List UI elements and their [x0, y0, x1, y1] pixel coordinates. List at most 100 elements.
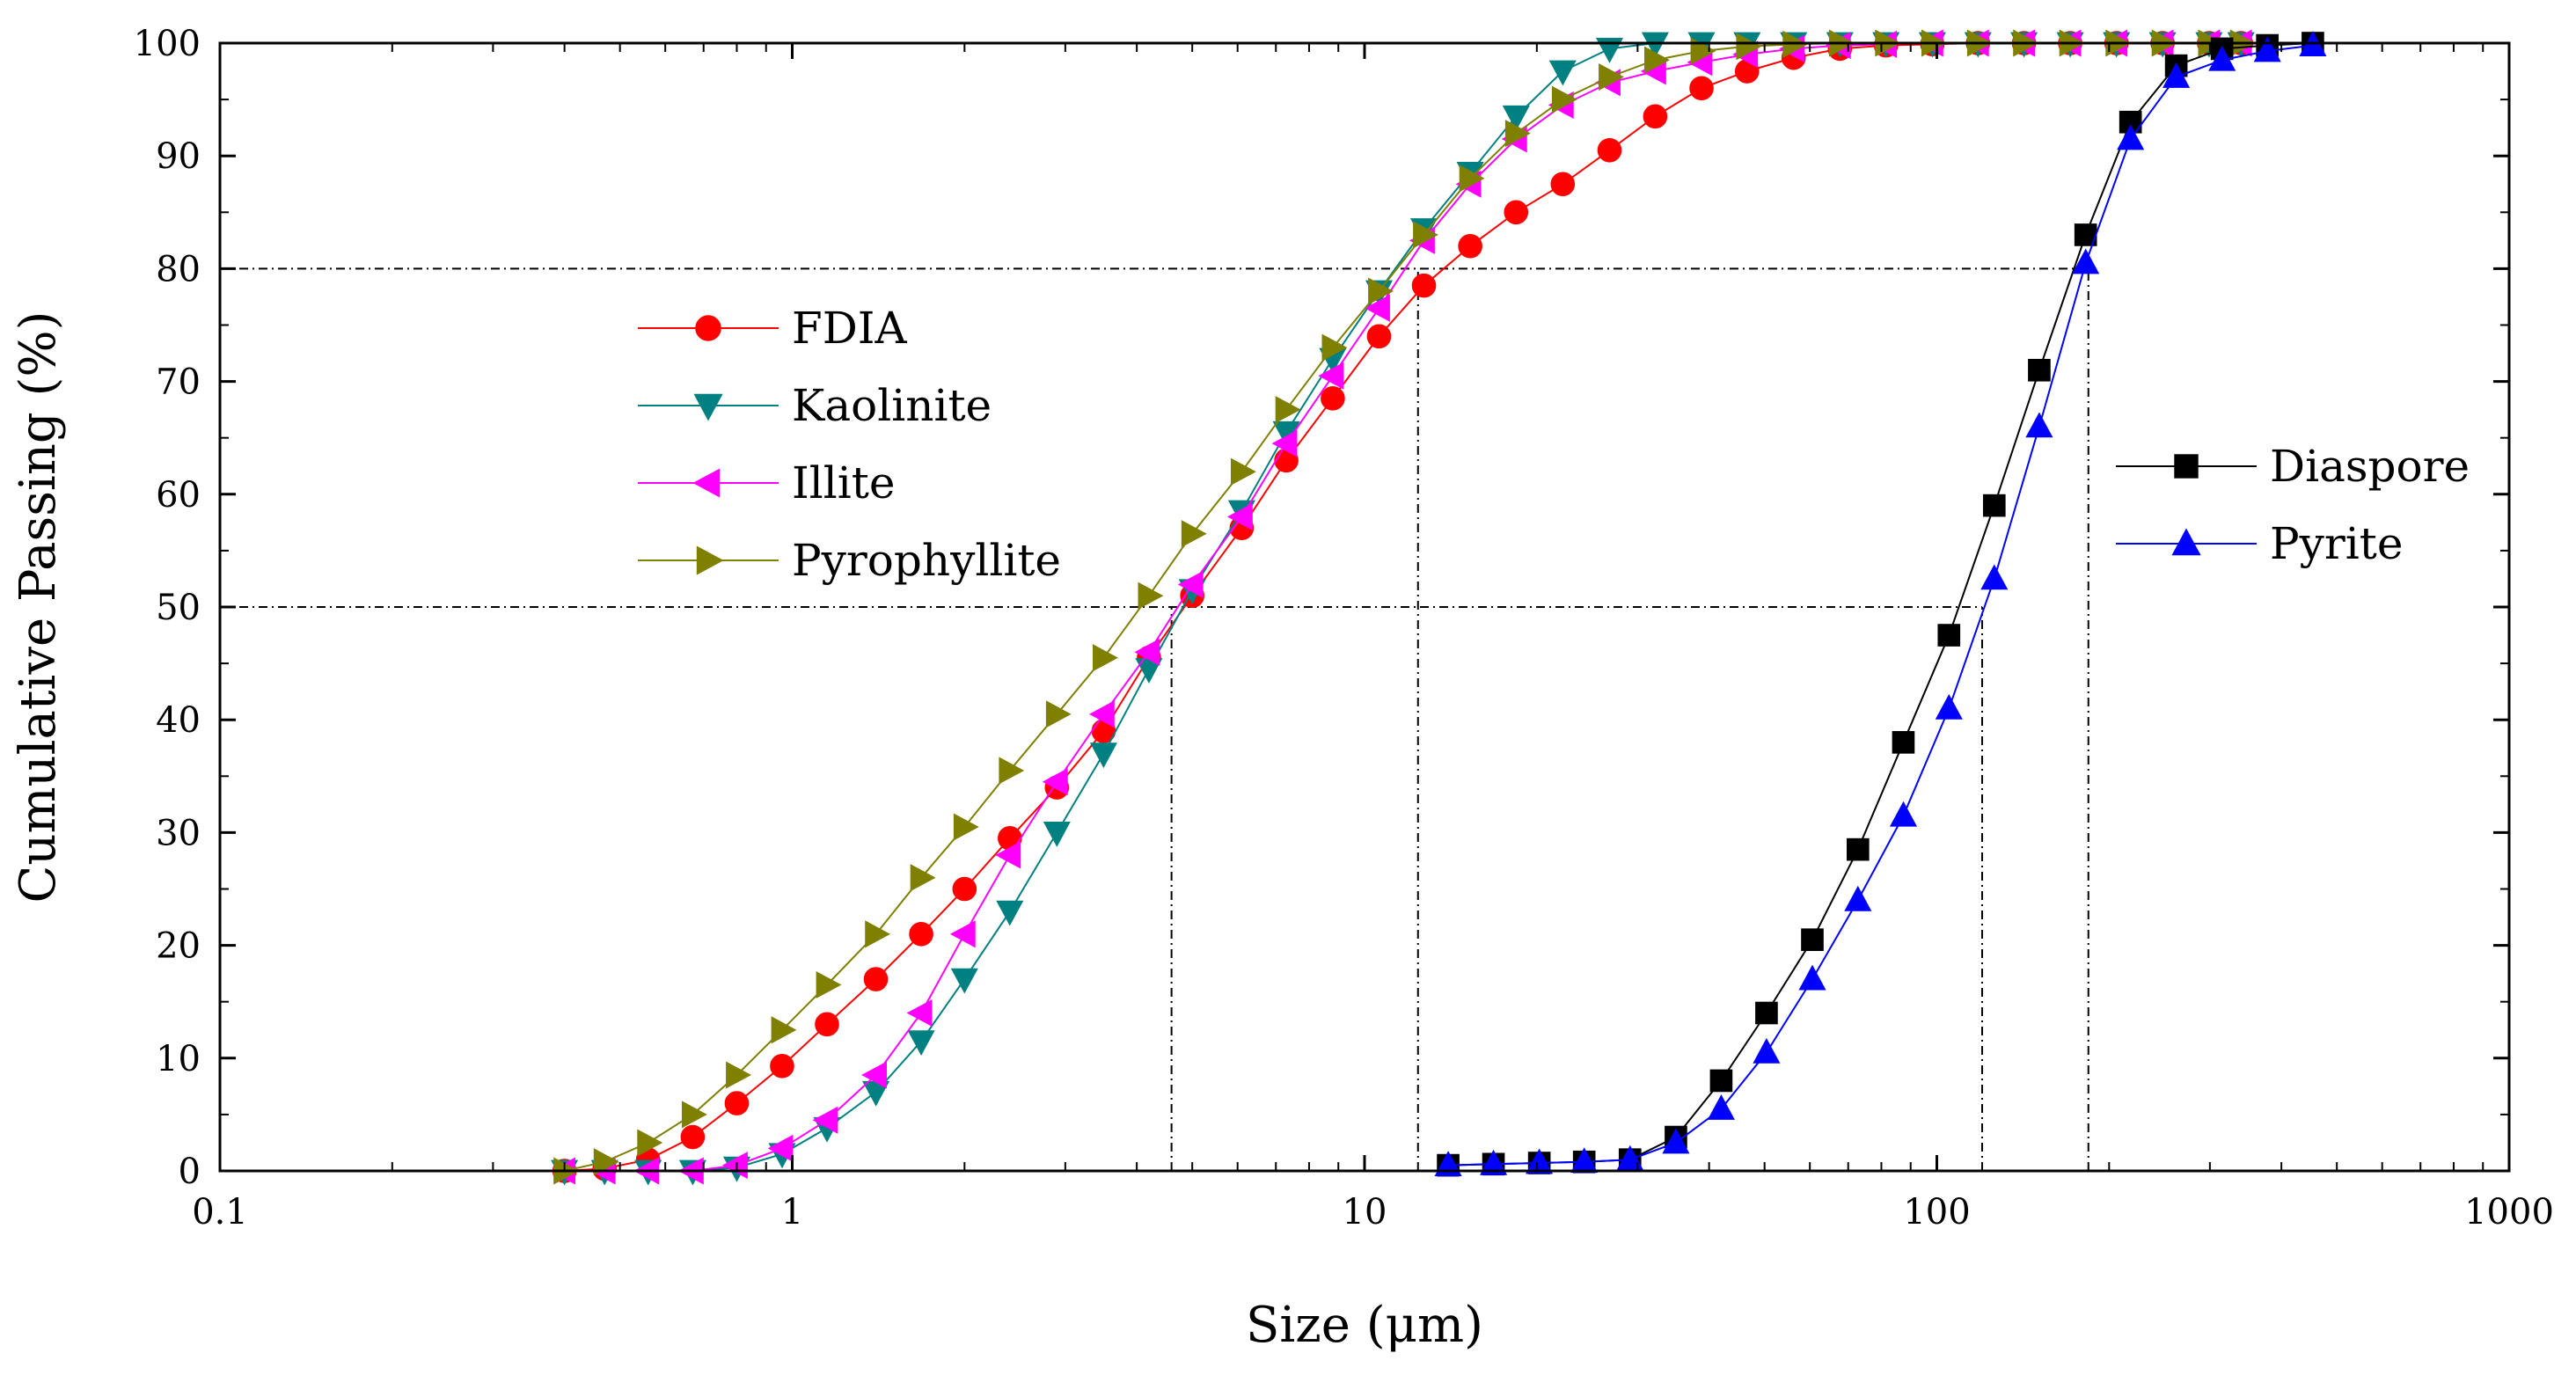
fdia-point [815, 1012, 839, 1037]
illite-point [1318, 362, 1344, 390]
kaolinite-point [1641, 32, 1669, 58]
legend-marker [2174, 454, 2199, 479]
illite-point [1088, 700, 1115, 728]
pyrite-point [1480, 1149, 1508, 1175]
kaolinite-point [1548, 60, 1577, 86]
y-tick-label: 50 [156, 588, 201, 628]
kaolinite-point [907, 1030, 935, 1057]
y-tick-label: 30 [156, 813, 201, 853]
pyrite-point [2117, 124, 2145, 150]
pyrite-point [2208, 45, 2236, 71]
y-tick-label: 40 [156, 700, 201, 741]
pyrophyllite-point [865, 920, 891, 948]
pyrite-point [2072, 248, 2100, 274]
illite-point [906, 998, 933, 1028]
pyrophyllite-point [1045, 700, 1072, 728]
legend-label: Kaolinite [792, 380, 992, 431]
illite-point [1134, 638, 1160, 666]
pyrophyllite-point [1644, 46, 1670, 74]
illite-point [949, 920, 976, 948]
legend-label: Pyrite [2270, 518, 2403, 569]
fdia-point [1597, 137, 1622, 163]
illite-point [812, 1106, 838, 1134]
pyrophyllite-point [999, 757, 1025, 785]
legend-item-pyrite: Pyrite [2116, 518, 2403, 569]
fdia-point [952, 876, 977, 902]
x-axis-title: Size (μm) [1246, 1297, 1483, 1354]
kaolinite-point [996, 900, 1024, 926]
kaolinite-point [950, 968, 978, 994]
pyrite-point [2253, 36, 2281, 62]
diaspore-point [1801, 928, 1824, 952]
series-pyrite [1434, 31, 2327, 1176]
legend-label: FDIA [792, 303, 908, 354]
pyrite-point [1889, 801, 1918, 827]
y-tick-label: 10 [156, 1039, 201, 1079]
legend-group-center-right: Diaspore Pyrite [2116, 441, 2470, 569]
y-tick-label: 70 [156, 362, 201, 403]
kaolinite-point [1502, 105, 1530, 131]
legend-item-pyrophyllite: Pyrophyllite [638, 535, 1061, 586]
illite-point [767, 1134, 794, 1162]
legend-marker [695, 315, 721, 341]
pyrophyllite-point [1551, 85, 1577, 113]
x-tick-label: 1000 [2464, 1192, 2554, 1232]
axes: 0.1 1 10 100 1000 0 10 20 30 40 50 60 70 80 90 100 [134, 24, 2554, 1232]
fdia-point [680, 1124, 706, 1150]
pyrophyllite-point [771, 1016, 797, 1044]
y-tick-label: 60 [156, 475, 201, 516]
pyrophyllite-point [1181, 520, 1207, 548]
fdia-point [863, 967, 889, 991]
pyrophyllite-point [1690, 37, 1716, 65]
y-tick-label: 0 [179, 1152, 201, 1192]
pyrite-point [1935, 693, 1963, 720]
illite-point [995, 841, 1021, 869]
legend-item-illite: Illite [638, 457, 895, 508]
pyrite-point [1798, 964, 1826, 991]
fdia-point [1643, 104, 1668, 129]
pyrophyllite-point [1093, 644, 1118, 672]
legend-marker [693, 393, 723, 421]
illite-point [1042, 768, 1068, 796]
illite-point [1271, 429, 1298, 457]
diaspore-point [1982, 494, 2006, 517]
pyrophyllite-point [1275, 396, 1301, 424]
legend-marker [2171, 528, 2201, 556]
x-tick-label: 100 [1903, 1192, 1970, 1232]
pyrite-point [2163, 62, 2191, 88]
pyrophyllite-point [1736, 33, 1762, 61]
pyrite-point [1707, 1094, 1735, 1120]
illite-point [861, 1061, 887, 1089]
pyrite-point [1570, 1147, 1599, 1174]
fdia-point [1366, 324, 1392, 349]
legend-label: Pyrophyllite [792, 535, 1061, 586]
legend-marker [692, 468, 721, 498]
legend-group-center-left: FDIA Kaolinite Illite Pyrophyllite [638, 303, 1061, 586]
pyrophyllite-point [1231, 457, 1256, 486]
legend-marker [696, 545, 724, 575]
diaspore-point [2028, 358, 2051, 382]
fdia-point [1321, 386, 1345, 411]
fdia-point [1550, 172, 1576, 197]
pyrophyllite-point [953, 813, 979, 841]
fdia-point [1689, 76, 1714, 101]
diaspore-point [1755, 1001, 1778, 1025]
y-tick-label: 100 [134, 24, 201, 64]
kaolinite-point [1089, 742, 1117, 769]
pyrophyllite-point [1138, 581, 1164, 610]
pyrophyllite-point [1504, 120, 1531, 148]
pyrite-point [1980, 564, 2009, 590]
diaspore-point [1937, 624, 1961, 647]
pyrophyllite-point [910, 864, 936, 892]
diaspore-point [1846, 837, 1870, 861]
pyrophyllite-point [726, 1061, 751, 1089]
pyrophyllite-point [637, 1129, 663, 1157]
fdia-point [1504, 200, 1529, 225]
illite-point [1226, 502, 1253, 530]
fdia-point [770, 1053, 794, 1079]
y-axis-title: Cumulative Passing (%) [10, 311, 67, 903]
x-tick-label: 10 [1343, 1192, 1387, 1232]
legend-item-fdia: FDIA [638, 303, 908, 354]
